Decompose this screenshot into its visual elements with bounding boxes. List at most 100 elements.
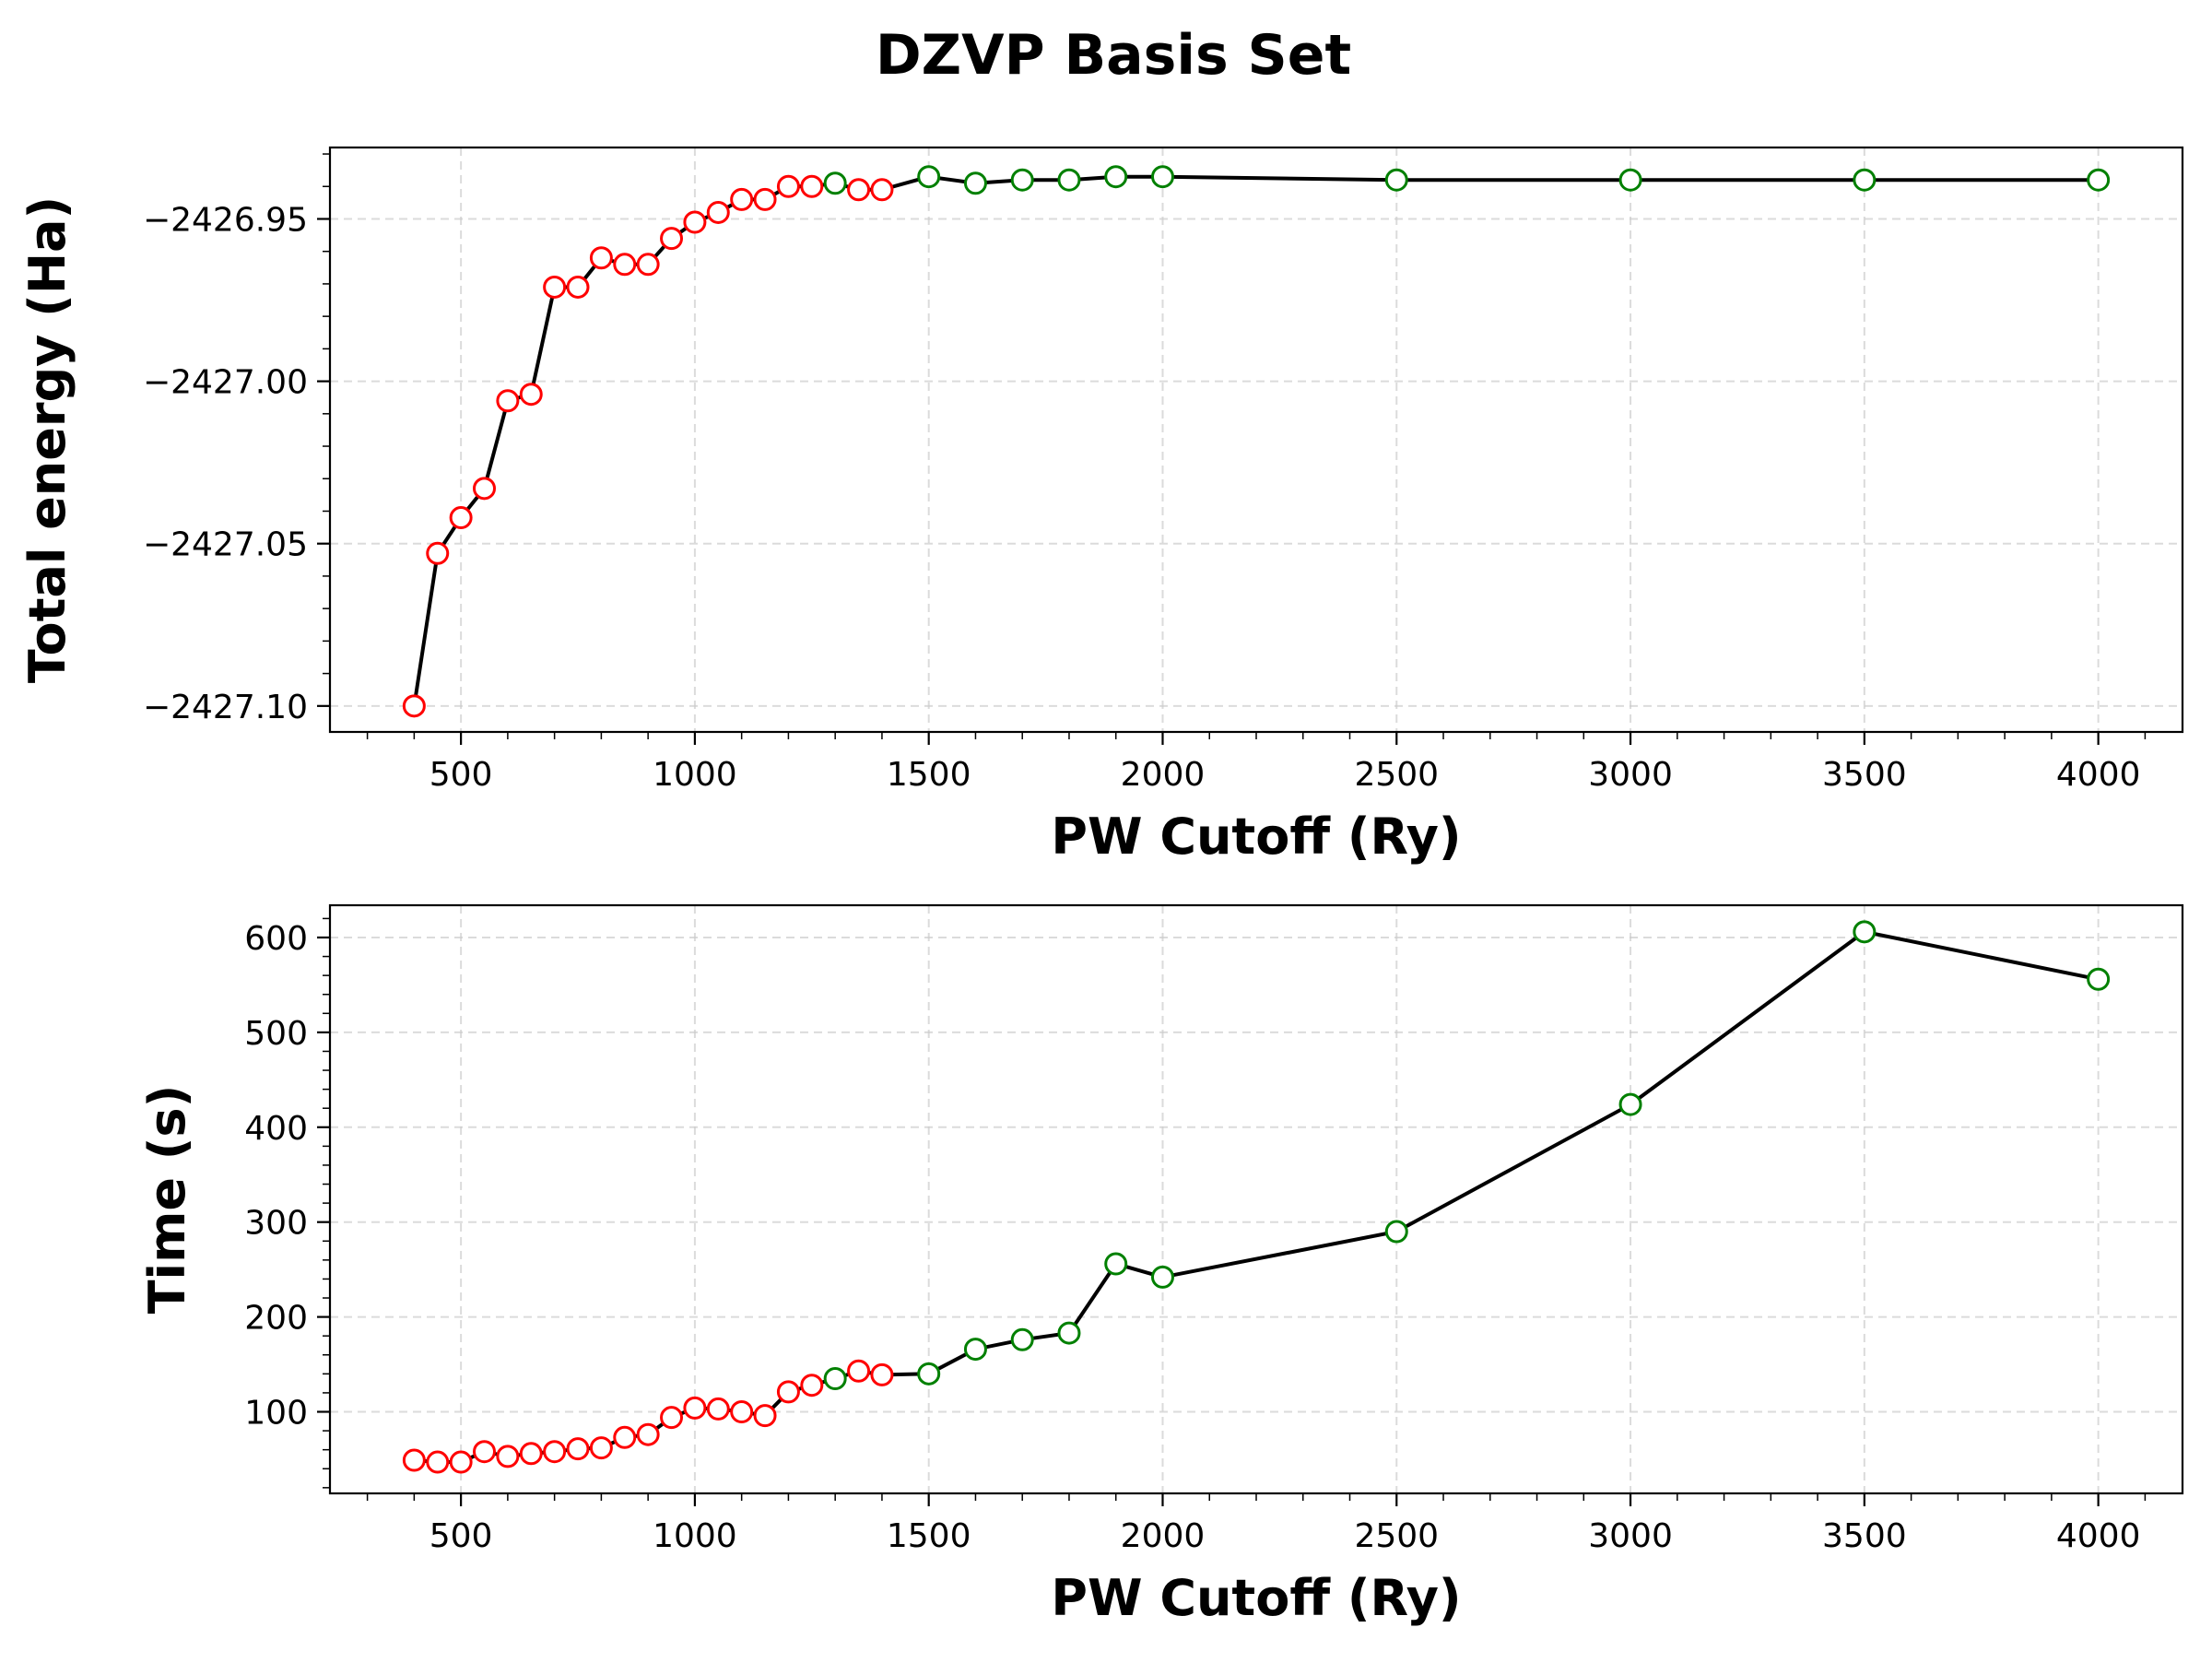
time-point-not-converged — [636, 1422, 660, 1446]
time-point-converged — [1104, 1252, 1128, 1276]
x-tick-label: 1000 — [653, 756, 737, 794]
energy-point-converged — [1618, 168, 1642, 192]
energy-point-converged — [1104, 165, 1128, 189]
time-panel: 500 1000 1500 2000 2500 3000 3500 4000 100 200 300… — [138, 903, 2184, 1627]
time-y-axis-label: Time (s) — [138, 1085, 196, 1315]
time-point-not-converged — [683, 1396, 707, 1420]
y-tick-label: 300 — [244, 1205, 308, 1243]
energy-point-not-converged — [613, 253, 637, 277]
energy-point-not-converged — [473, 477, 496, 501]
time-point-not-converged — [566, 1437, 590, 1461]
time-point-not-converged — [589, 1436, 613, 1460]
energy-point-not-converged — [706, 200, 730, 224]
energy-point-not-converged — [636, 253, 660, 277]
time-series-line — [414, 929, 2099, 1464]
time-point-not-converged — [800, 1374, 824, 1398]
energy-point-converged — [1384, 168, 1408, 192]
energy-point-not-converged — [519, 383, 543, 407]
energy-point-converged — [963, 171, 987, 195]
x-tick-label: 1000 — [653, 1517, 737, 1555]
energy-point-converged — [1150, 165, 1174, 189]
time-point-converged — [1010, 1327, 1034, 1351]
y-tick-label: 500 — [244, 1015, 308, 1053]
y-tick-label: 200 — [244, 1300, 308, 1338]
time-point-converged — [2087, 967, 2111, 991]
x-tick-label: 1500 — [887, 756, 971, 794]
y-tick-label: 100 — [244, 1395, 308, 1433]
time-point-not-converged — [426, 1450, 450, 1474]
x-tick-label: 3000 — [1588, 1517, 1673, 1555]
x-tick-label: 500 — [429, 756, 493, 794]
y-tick-label: −2426.95 — [143, 201, 308, 239]
y-tick-label: −2427.10 — [143, 689, 308, 726]
energy-point-converged — [2087, 168, 2111, 192]
figure-title: DZVP Basis Set — [876, 23, 1351, 88]
energy-point-not-converged — [730, 187, 754, 211]
time-point-not-converged — [730, 1400, 754, 1424]
time-point-not-converged — [613, 1425, 637, 1449]
time-point-converged — [1618, 1092, 1642, 1116]
energy-series-line — [412, 174, 2099, 707]
x-tick-label: 3500 — [1822, 1517, 1907, 1555]
energy-point-converged — [917, 165, 941, 189]
energy-panel: 500 1000 1500 2000 2500 3000 3500 4000 −2427.10 −… — [18, 146, 2184, 866]
time-point-not-converged — [519, 1442, 543, 1466]
energy-x-axis-label: PW Cutoff (Ry) — [1051, 808, 1461, 866]
x-tick-label: 3500 — [1822, 756, 1907, 794]
energy-point-not-converged — [543, 275, 567, 299]
energy-point-not-converged — [589, 246, 613, 270]
time-point-not-converged — [402, 1448, 426, 1472]
x-tick-label: 4000 — [2056, 1517, 2141, 1555]
time-point-not-converged — [706, 1397, 730, 1421]
energy-point-not-converged — [566, 275, 590, 299]
energy-y-axis-label: Total energy (Ha) — [18, 196, 76, 683]
time-point-not-converged — [449, 1450, 473, 1474]
energy-point-converged — [823, 171, 847, 195]
energy-point-not-converged — [449, 506, 473, 530]
time-point-not-converged — [473, 1440, 496, 1464]
time-point-not-converged — [776, 1380, 800, 1404]
time-point-converged — [963, 1338, 987, 1362]
time-x-axis-label: PW Cutoff (Ry) — [1051, 1569, 1461, 1627]
energy-point-not-converged — [402, 694, 426, 718]
energy-point-not-converged — [800, 174, 824, 198]
energy-point-not-converged — [870, 178, 894, 202]
time-point-not-converged — [847, 1359, 871, 1383]
x-tick-label: 1500 — [887, 1517, 971, 1555]
x-tick-label: 2500 — [1354, 756, 1439, 794]
time-point-converged — [823, 1366, 847, 1390]
time-point-converged — [1853, 920, 1877, 944]
x-tick-label: 2000 — [1121, 1517, 1206, 1555]
time-point-not-converged — [496, 1445, 520, 1468]
time-point-not-converged — [660, 1406, 684, 1430]
time-plot-area — [328, 903, 2184, 1495]
energy-point-not-converged — [683, 210, 707, 234]
time-point-not-converged — [753, 1404, 777, 1428]
energy-point-converged — [1010, 168, 1034, 192]
energy-point-not-converged — [753, 187, 777, 211]
energy-point-converged — [1057, 168, 1081, 192]
energy-point-not-converged — [776, 174, 800, 198]
energy-plot-area — [328, 146, 2184, 734]
y-tick-label: 600 — [244, 920, 308, 958]
x-tick-label: 2500 — [1354, 1517, 1439, 1555]
energy-point-not-converged — [426, 541, 450, 565]
y-tick-label: 400 — [244, 1110, 308, 1148]
y-tick-label: −2427.00 — [143, 364, 308, 402]
energy-point-converged — [1853, 168, 1877, 192]
time-point-converged — [1057, 1321, 1081, 1345]
energy-point-not-converged — [660, 227, 684, 251]
time-point-converged — [917, 1362, 941, 1386]
energy-point-not-converged — [496, 389, 520, 413]
x-tick-label: 500 — [429, 1517, 493, 1555]
time-point-not-converged — [543, 1440, 567, 1464]
x-tick-label: 3000 — [1588, 756, 1673, 794]
time-point-converged — [1150, 1265, 1174, 1289]
energy-point-not-converged — [847, 178, 871, 202]
y-tick-label: −2427.05 — [143, 526, 308, 564]
x-tick-label: 4000 — [2056, 756, 2141, 794]
x-tick-label: 2000 — [1121, 756, 1206, 794]
time-point-not-converged — [870, 1362, 894, 1386]
